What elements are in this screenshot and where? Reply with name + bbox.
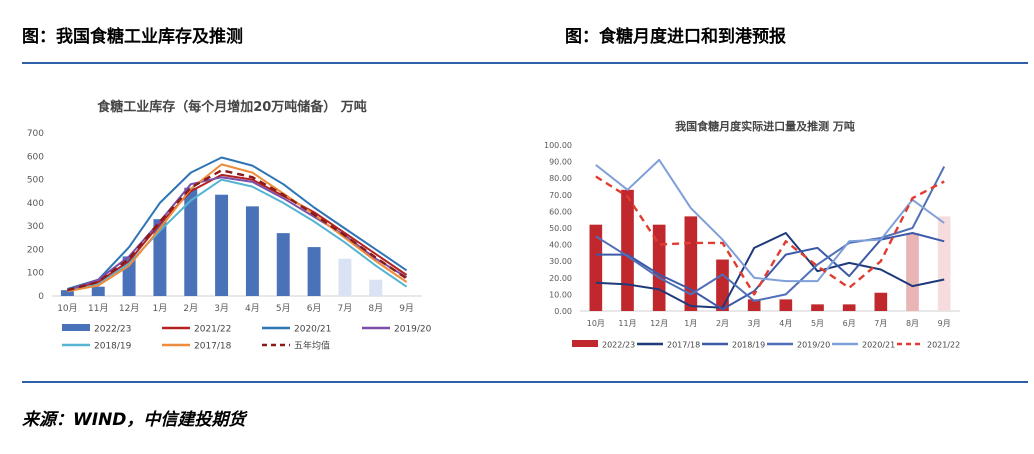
bar-2022/23 — [716, 259, 729, 311]
x-tick-label: 11月 — [618, 319, 636, 328]
bar-2022/23 — [369, 279, 383, 296]
top-divider — [22, 62, 1028, 64]
x-tick-label: 7月 — [338, 303, 353, 314]
line-series-2021/22 — [595, 175, 945, 296]
x-tick-label: 11月 — [88, 303, 108, 314]
y-tick-label: 50.00 — [549, 224, 572, 233]
y-tick-label: 70.00 — [549, 191, 572, 200]
legend-label: 2022/23 — [602, 341, 635, 350]
y-tick-label: 0 — [38, 292, 44, 302]
bar-2022/23 — [184, 187, 198, 296]
x-tick-label: 4月 — [779, 319, 792, 328]
bar-2022/23 — [338, 258, 352, 296]
bar-2022/23 — [276, 233, 290, 296]
bar-2022/23 — [842, 304, 856, 311]
x-tick-label: 5月 — [811, 319, 824, 328]
legend-label: 2020/21 — [294, 325, 331, 335]
bar-2022/23 — [684, 216, 698, 311]
x-tick-label: 1月 — [684, 319, 697, 328]
bar-2022/23 — [747, 299, 761, 311]
x-tick-label: 9月 — [938, 319, 951, 328]
y-tick-label: 100.00 — [544, 141, 572, 150]
bar-2022/23 — [91, 286, 105, 296]
source-note: 来源：WIND，中信建投期货 — [22, 410, 246, 430]
legend-swatch — [572, 340, 598, 347]
x-tick-label: 4月 — [245, 303, 260, 314]
line-series-2020/21 — [67, 156, 408, 290]
line-series-2019/20 — [67, 176, 408, 292]
y-tick-label: 200 — [27, 245, 44, 255]
legend-label: 2018/19 — [732, 341, 765, 350]
line-series-2021/22 — [67, 173, 408, 292]
x-tick-label: 2月 — [716, 319, 729, 328]
x-tick-label: 6月 — [843, 319, 856, 328]
legend-label: 2020/21 — [862, 341, 895, 350]
x-tick-label: 9月 — [399, 303, 414, 314]
line-series-五年均值 — [67, 169, 408, 292]
bar-2022/23 — [874, 292, 888, 311]
y-tick-label: 400 — [27, 199, 44, 209]
y-tick-label: 500 — [27, 176, 44, 186]
legend-label: 2021/22 — [194, 325, 231, 335]
x-tick-label: 5月 — [276, 303, 291, 314]
y-tick-label: 0.00 — [554, 307, 572, 316]
bar-2022/23 — [937, 216, 951, 311]
x-tick-label: 12月 — [119, 303, 139, 314]
y-tick-label: 30.00 — [549, 257, 572, 266]
legend-label: 2017/18 — [667, 341, 700, 350]
y-tick-label: 60.00 — [549, 207, 572, 216]
y-tick-label: 80.00 — [549, 174, 572, 183]
y-tick-label: 300 — [27, 222, 44, 232]
x-tick-label: 10月 — [57, 303, 77, 314]
bar-2022/23 — [779, 299, 793, 311]
legend-label: 2019/20 — [394, 325, 432, 335]
bar-2022/23 — [60, 290, 74, 296]
sugar-import-chart: 我国食糖月度实际进口量及推测 万吨 0.00 10.00 20.00 30.00 40.0… — [544, 119, 960, 350]
legend-label: 2018/19 — [94, 342, 132, 352]
legend-label: 2019/20 — [797, 341, 830, 350]
line-series-2018/19 — [67, 178, 408, 293]
bottom-divider — [22, 381, 1028, 383]
bar-2022/23 — [153, 219, 167, 296]
line-series-2017/18 — [67, 163, 408, 293]
x-tick-label: 7月 — [874, 319, 887, 328]
y-tick-label: 10.00 — [549, 290, 572, 299]
legend-label: 2017/18 — [194, 342, 232, 352]
x-tick-label: 10月 — [587, 319, 605, 328]
x-tick-label: 6月 — [307, 303, 322, 314]
line-series-2017/18 — [595, 232, 945, 309]
left-chart-heading: 图：我国食糖工业库存及推测 — [22, 27, 243, 47]
bar-2022/23 — [307, 247, 321, 296]
y-tick-label: 40.00 — [549, 241, 572, 250]
line-series-2018/19 — [595, 232, 945, 311]
bar-2022/23 — [621, 189, 634, 311]
x-tick-label: 3月 — [748, 319, 761, 328]
legend-label: 五年均值 — [294, 340, 330, 352]
x-tick-label: 8月 — [906, 319, 919, 328]
legend-label: 2022/23 — [94, 325, 131, 335]
bar-2022/23 — [589, 224, 603, 311]
legend-label: 2021/22 — [927, 341, 960, 350]
line-series-2019/20 — [595, 166, 946, 302]
chart-title: 我国食糖月度实际进口量及推测 万吨 — [675, 119, 855, 133]
bar-2022/23 — [245, 206, 259, 296]
x-tick-label: 2月 — [183, 303, 198, 314]
bar-2022/23 — [906, 232, 919, 311]
y-tick-label: 700 — [27, 129, 44, 139]
chart-title: 食糖工业库存（每个月增加20万吨储备） 万吨 — [97, 99, 367, 115]
x-tick-label: 8月 — [368, 303, 383, 314]
sugar-inventory-chart: 食糖工业库存（每个月增加20万吨储备） 万吨 0 100 200 300 400 500 60… — [27, 99, 432, 352]
right-chart-heading: 图：食糖月度进口和到港预报 — [565, 27, 786, 47]
bar-2022/23 — [215, 194, 229, 296]
y-tick-label: 20.00 — [549, 274, 572, 283]
legend-swatch — [62, 324, 90, 331]
y-tick-label: 600 — [27, 152, 44, 162]
line-series-2020/21 — [595, 158, 945, 283]
x-tick-label: 12月 — [650, 319, 668, 328]
x-tick-label: 3月 — [214, 303, 229, 314]
y-tick-label: 90.00 — [549, 158, 572, 167]
y-tick-label: 100 — [27, 269, 44, 279]
bar-2022/23 — [811, 304, 824, 311]
x-tick-label: 1月 — [153, 303, 168, 314]
